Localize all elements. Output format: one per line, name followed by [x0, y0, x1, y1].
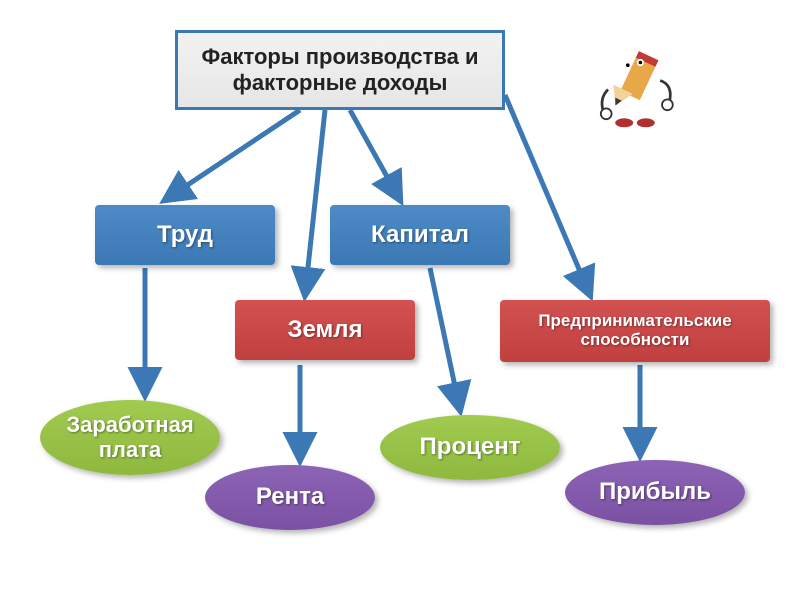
node-zemlya-label: Земля — [287, 317, 362, 343]
pencil-character-icon — [590, 40, 680, 130]
node-pribyl-label: Прибыль — [599, 479, 711, 505]
node-kapital: Капитал — [330, 205, 510, 265]
node-zemlya: Земля — [235, 300, 415, 360]
arrow-0 — [165, 110, 300, 200]
node-trud: Труд — [95, 205, 275, 265]
node-zp-label: Заработная плата — [44, 413, 216, 461]
arrow-2 — [305, 110, 325, 295]
node-procent-label: Процент — [420, 434, 521, 460]
node-renta: Рента — [205, 465, 375, 530]
node-kapital-label: Капитал — [371, 222, 469, 248]
title-box: Факторы производства и факторные доходы — [175, 30, 505, 110]
node-renta-label: Рента — [256, 484, 324, 510]
node-zp: Заработная плата — [40, 400, 220, 475]
arrow-3 — [505, 95, 590, 295]
node-trud-label: Труд — [157, 222, 213, 248]
title-text: Факторы производства и факторные доходы — [190, 44, 490, 97]
arrow-1 — [350, 110, 400, 200]
node-pred: Предпринимательские способности — [500, 300, 770, 362]
node-pred-label: Предпринимательские способности — [504, 312, 766, 349]
node-pribyl: Прибыль — [565, 460, 745, 525]
node-procent: Процент — [380, 415, 560, 480]
arrow-6 — [430, 268, 460, 410]
